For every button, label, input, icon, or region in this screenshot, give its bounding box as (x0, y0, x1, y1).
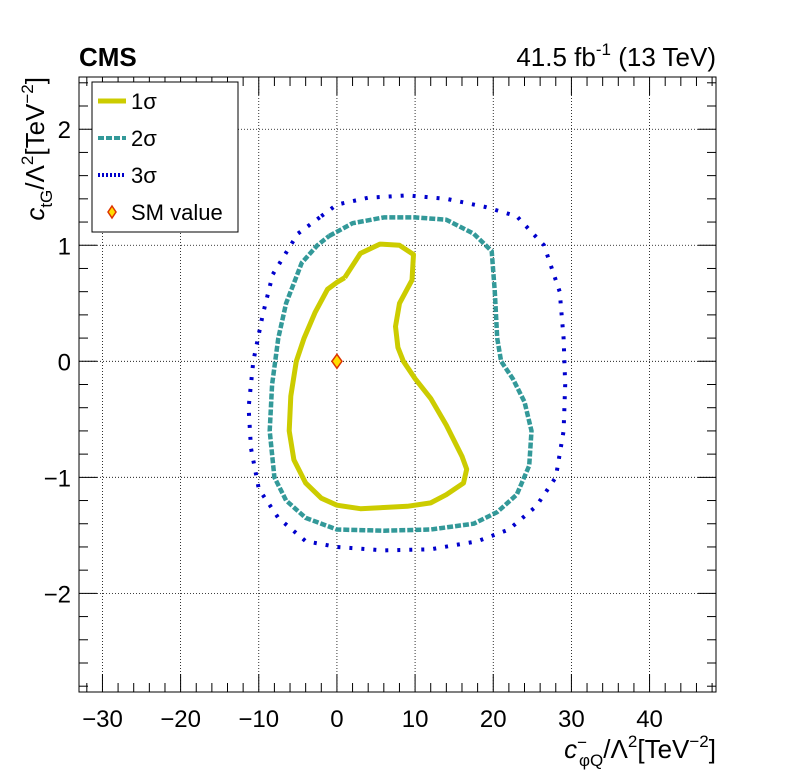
x-tick-label: 20 (480, 706, 507, 733)
legend-item-1sigma: 1σ (98, 89, 157, 114)
y-axis-title: ctG/Λ2[TeV−2] (18, 77, 56, 221)
y-tick-label: 0 (58, 349, 71, 376)
contour-2sigma (267, 215, 534, 533)
legend-swatch-sm-value (107, 204, 117, 220)
y-tick-label: 2 (58, 117, 71, 144)
x-tick-label: 10 (402, 706, 429, 733)
plot-frame (78, 76, 717, 693)
legend: 1σ 2σ 3σ SM value (91, 81, 239, 233)
y-tick-label: 1 (58, 233, 71, 260)
legend-item-sm-value: SM value (107, 200, 223, 225)
x-tick-label: −20 (160, 706, 201, 733)
legend-label-sm-value: SM value (131, 200, 223, 225)
contour-3sigma (246, 193, 568, 553)
contour-1sigma (286, 241, 470, 512)
legend-item-2sigma: 2σ (98, 126, 157, 151)
legend-label-1sigma: 1σ (131, 89, 157, 114)
legend-label-3sigma: 3σ (131, 163, 157, 188)
legend-label-2sigma: 2σ (131, 126, 157, 151)
y-tick-label: −1 (44, 465, 71, 492)
y-tick-label: −2 (44, 581, 71, 608)
marker-layer (331, 353, 343, 370)
experiment-label: CMS (79, 42, 137, 72)
x-axis-title: c− φQ/Λ2[TeV−2] (564, 732, 716, 770)
luminosity-exponent: -1 (596, 40, 611, 59)
axis-ticks (79, 77, 716, 692)
x-tick-label: −10 (238, 706, 279, 733)
x-tick-label: 0 (330, 706, 343, 733)
luminosity-value: 41.5 fb (516, 42, 596, 72)
x-tick-label: −30 (82, 706, 123, 733)
sm-value-marker (331, 353, 343, 370)
contour-layer (246, 193, 568, 553)
luminosity-label: 41.5 fb-1 (13 TeV) (516, 40, 716, 72)
legend-item-3sigma: 3σ (98, 163, 157, 188)
x-tick-label: 40 (636, 706, 663, 733)
luminosity-energy: (13 TeV) (618, 42, 716, 72)
legend-box (91, 81, 239, 233)
x-tick-label: 30 (558, 706, 585, 733)
